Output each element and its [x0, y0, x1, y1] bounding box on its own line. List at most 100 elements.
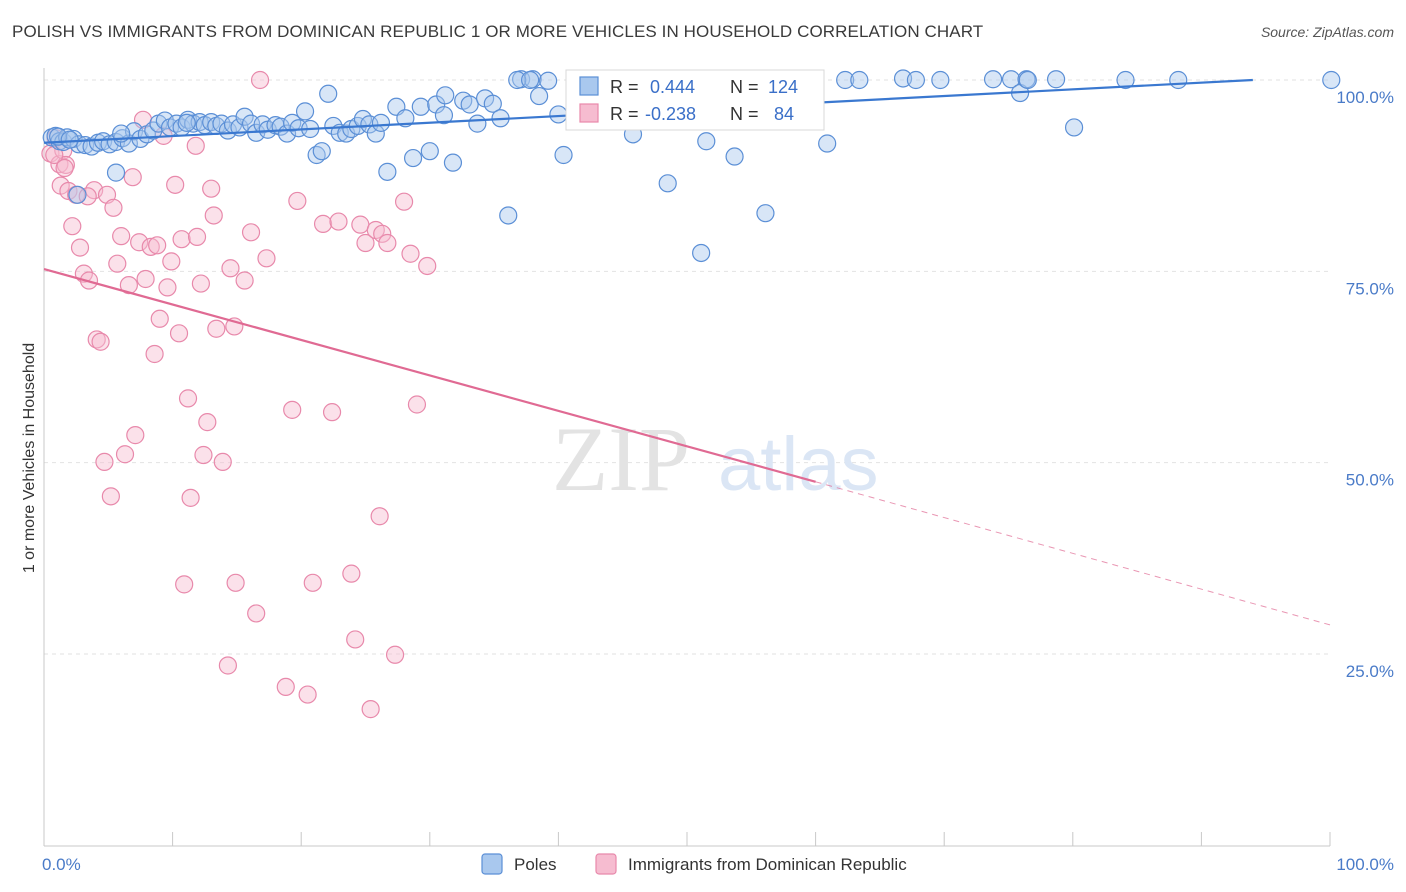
dominican-point-18 — [104, 198, 123, 217]
poles-point-105 — [1046, 70, 1066, 89]
dominican-point-35 — [166, 175, 185, 194]
dominican-point-64 — [313, 214, 333, 233]
dominican-point-43 — [191, 274, 210, 293]
poles-point-93 — [725, 147, 744, 166]
stats-r-dom: -0.238 — [645, 104, 696, 124]
poles-point-113 — [177, 113, 196, 132]
dominican-points — [41, 70, 437, 719]
dominican-point-41 — [186, 136, 205, 155]
dominican-point-27 — [136, 269, 155, 289]
poles-point-112 — [106, 163, 126, 182]
poles-point-120 — [521, 70, 540, 90]
dominican-point-76 — [385, 645, 405, 664]
stats-n-label-dom: N = — [730, 104, 759, 124]
dominican-point-44 — [194, 445, 213, 465]
dominican-point-45 — [198, 413, 217, 432]
dominican-point-30 — [148, 236, 167, 255]
dominican-point-80 — [418, 256, 437, 276]
dominican-point-20 — [112, 227, 131, 246]
poles-point-44 — [295, 102, 315, 121]
dominican-point-62 — [298, 685, 317, 704]
dominican-point-50 — [218, 656, 237, 675]
chart-title: POLISH VS IMMIGRANTS FROM DOMINICAN REPU… — [12, 22, 984, 41]
dominican-point-39 — [178, 389, 198, 408]
poles-point-66 — [443, 153, 463, 172]
poles-point-114 — [508, 70, 527, 90]
y-tick-label-50: 50.0% — [1346, 471, 1394, 490]
legend-label-poles: Poles — [514, 855, 557, 874]
dominican-point-59 — [276, 677, 295, 697]
dominican-point-65 — [322, 403, 342, 422]
dominican-point-36 — [169, 324, 189, 343]
poles-point-97 — [836, 70, 855, 90]
stats-box-frame — [565, 69, 825, 131]
poles-point-63 — [420, 142, 439, 161]
poles-point-107 — [1116, 70, 1135, 90]
poles-point-57 — [371, 113, 391, 132]
dominican-point-42 — [187, 227, 207, 246]
poles-point-76 — [530, 86, 549, 106]
dominican-point-21 — [115, 445, 135, 464]
dominican-point-5 — [56, 155, 75, 175]
poles-point-60 — [396, 109, 415, 128]
poles-point-73 — [499, 206, 518, 225]
dominican-point-78 — [401, 244, 420, 263]
dominican-point-58 — [257, 249, 276, 268]
dominican-point-71 — [361, 700, 380, 719]
dominican-point-25 — [130, 233, 149, 252]
stats-n-dom: 84 — [774, 104, 794, 124]
poles-point-47 — [312, 142, 331, 161]
dominican-point-60 — [283, 400, 302, 419]
y-axis-label: 1 or more Vehicles in Household — [21, 343, 38, 573]
poles-point-90 — [692, 243, 711, 263]
y-tick-label-25: 25.0% — [1346, 662, 1394, 681]
dominican-point-77 — [394, 192, 414, 211]
dominican-point-48 — [207, 319, 226, 338]
dominican-point-63 — [303, 573, 322, 592]
poles-point-115 — [549, 105, 568, 124]
dominican-point-69 — [351, 215, 370, 234]
stats-swatch-dom — [579, 103, 599, 123]
poles-point-122 — [60, 130, 79, 149]
dominican-point-67 — [342, 564, 361, 583]
dominican-trend-extension — [815, 481, 1331, 626]
dominican-point-66 — [329, 212, 348, 231]
poles-point-69 — [468, 114, 487, 133]
dominican-point-61 — [288, 191, 307, 211]
dominican-point-46 — [202, 179, 221, 198]
x-tick-label-min: 0.0% — [42, 855, 81, 874]
poles-point-106 — [1064, 118, 1084, 137]
poles-point-104 — [1017, 70, 1036, 89]
dominican-point-75 — [378, 233, 397, 253]
poles-point-96 — [818, 134, 837, 153]
legend: Poles Immigrants from Dominican Republic — [481, 853, 907, 875]
legend-swatch-dom — [595, 853, 617, 875]
dominican-point-56 — [247, 604, 266, 623]
poles-point-61 — [403, 148, 423, 168]
dominican-point-28 — [141, 237, 160, 256]
poles-point-109 — [1322, 70, 1341, 90]
poles-point-98 — [850, 70, 869, 90]
legend-label-dom: Immigrants from Dominican Republic — [628, 855, 907, 874]
poles-point-118 — [1018, 70, 1037, 90]
dominican-point-19 — [108, 254, 127, 273]
dominican-point-73 — [370, 507, 389, 526]
poles-point-58 — [378, 162, 397, 181]
x-tick-label-max: 100.0% — [1336, 855, 1394, 874]
poles-point-77 — [539, 71, 558, 90]
dominican-point-70 — [356, 233, 375, 253]
x-ticks — [43, 832, 1331, 846]
poles-point-68 — [460, 95, 479, 114]
y-tick-label-100: 100.0% — [1336, 88, 1394, 107]
trend-lines — [43, 78, 1331, 626]
dominican-point-23 — [123, 168, 142, 187]
poles-point-111 — [68, 185, 87, 204]
stats-r-label-dom: R = — [610, 104, 639, 124]
dominican-point-47 — [204, 206, 223, 225]
poles-point-121 — [436, 86, 455, 105]
dominican-point-29 — [145, 344, 164, 364]
poles-point-94 — [756, 204, 775, 223]
dominican-point-9 — [70, 238, 90, 257]
stats-box: R = 0.444 N = 124 R = -0.238 N = 84 — [565, 69, 825, 131]
